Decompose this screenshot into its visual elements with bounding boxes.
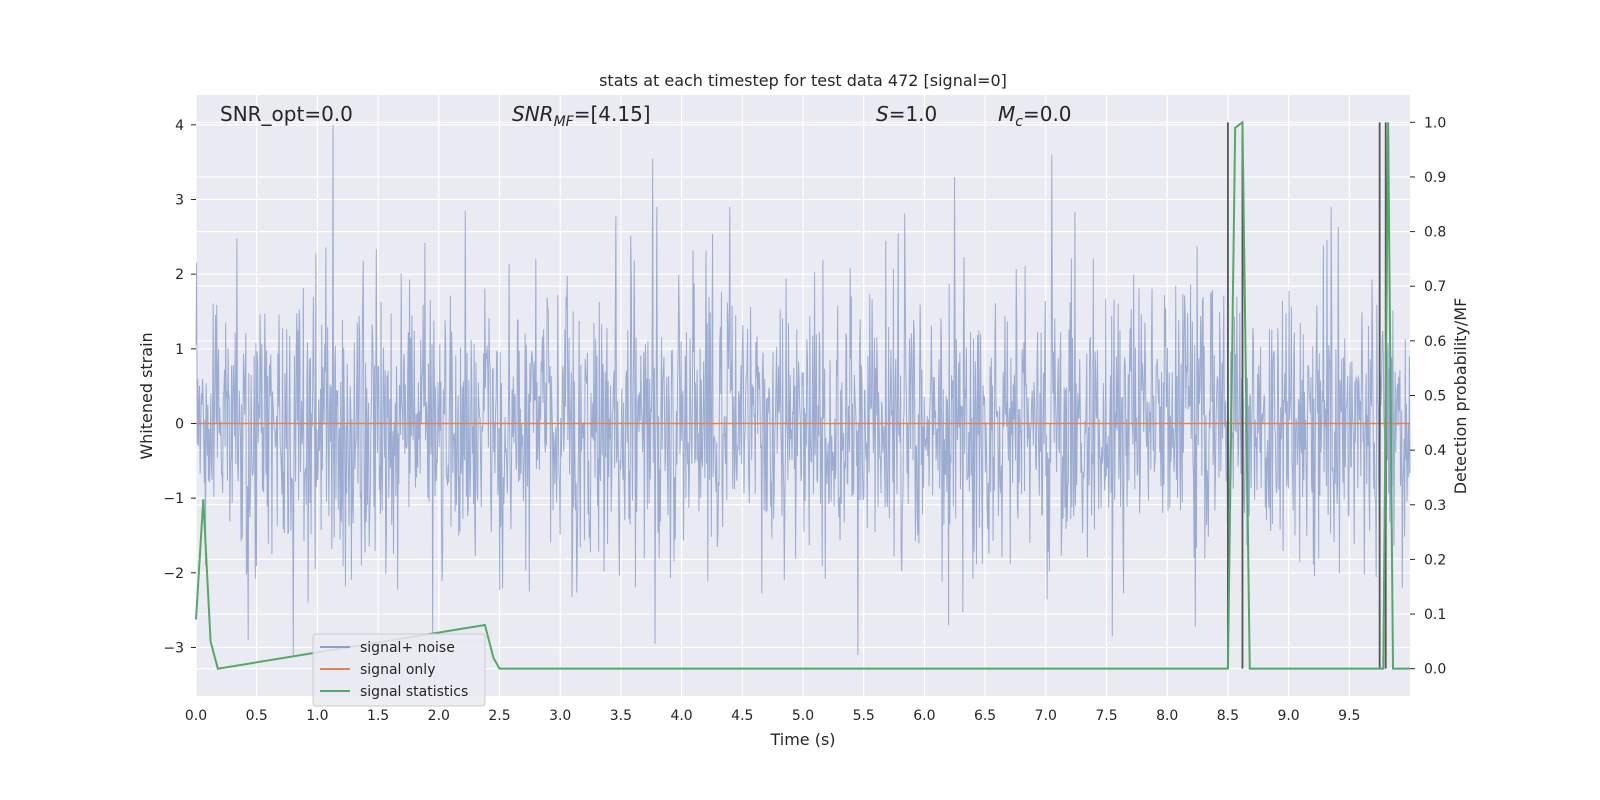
x-tick-label: 2.5 bbox=[488, 708, 510, 724]
annotation-mc-rest: =0.0 bbox=[1023, 102, 1072, 126]
x-tick-label: 5.0 bbox=[792, 708, 814, 724]
x-tick-label: 5.5 bbox=[853, 708, 875, 724]
x-tick-label: 2.0 bbox=[428, 708, 450, 724]
y-tick-label-right: 0.5 bbox=[1424, 389, 1446, 405]
legend-label-signal-statistics: signal statistics bbox=[360, 684, 468, 700]
x-tick-label: 7.0 bbox=[1035, 708, 1057, 724]
y-tick-label-right: 0.8 bbox=[1424, 225, 1446, 241]
chart-title: stats at each timestep for test data 472… bbox=[599, 71, 1007, 90]
x-tick-label: 8.0 bbox=[1156, 708, 1178, 724]
annotation-snr-mf: SNRMF=[4.15] bbox=[512, 102, 651, 130]
x-tick-label: 0.0 bbox=[185, 708, 207, 724]
y-tick-label-left: −1 bbox=[163, 491, 184, 507]
x-tick-label: 9.5 bbox=[1338, 708, 1360, 724]
annotation-s-var: S bbox=[876, 102, 889, 126]
legend-box bbox=[312, 633, 486, 707]
annotation-snr-mf-sub: MF bbox=[554, 114, 575, 130]
x-tick-label: 3.5 bbox=[610, 708, 632, 724]
annotation-mc-sub: c bbox=[1015, 114, 1023, 130]
y-tick-label-right: 0.6 bbox=[1424, 334, 1446, 350]
series-signal-noise bbox=[195, 124, 1411, 655]
y-tick-label-left: −3 bbox=[163, 640, 184, 656]
x-tick-label: 3.0 bbox=[549, 708, 571, 724]
y-tick-label-left: −2 bbox=[163, 566, 184, 582]
y-axis-label-right: Detection probability/MF bbox=[1451, 298, 1470, 495]
annotation-mc-var: M bbox=[998, 102, 1015, 126]
x-tick-label: 1.5 bbox=[367, 708, 389, 724]
y-tick-label-left: 2 bbox=[175, 267, 184, 283]
x-axis-label: Time (s) bbox=[769, 730, 835, 749]
legend: signal+ noise signal only signal statist… bbox=[312, 633, 486, 707]
y-tick-label-right: 0.2 bbox=[1424, 552, 1446, 568]
x-tick-label: 4.0 bbox=[670, 708, 692, 724]
annotation-s: S=1.0 bbox=[876, 102, 937, 126]
x-tick-label: 6.0 bbox=[913, 708, 935, 724]
x-tick-label: 0.5 bbox=[246, 708, 268, 724]
y-tick-label-left: 3 bbox=[175, 193, 184, 209]
y-tick-label-right: 0.9 bbox=[1424, 170, 1446, 186]
y-axis-label-left: Whitened strain bbox=[137, 332, 156, 459]
y-tick-label-right: 1.0 bbox=[1424, 115, 1446, 131]
y-tick-label-left: 0 bbox=[175, 416, 184, 432]
annotation-snr-opt: SNR_opt=0.0 bbox=[220, 102, 353, 126]
x-tick-label: 6.5 bbox=[974, 708, 996, 724]
annotation-snr-mf-main: SNR bbox=[512, 102, 554, 126]
legend-label-signal-only: signal only bbox=[360, 662, 435, 678]
y-tick-label-left: 1 bbox=[175, 342, 184, 358]
data-layer bbox=[195, 120, 1411, 670]
ticks: 0.0 0.5 1.0 1.5 2.0 2.5 3.0 3.5 4.0 4.5 5.0 5.5 6.0 6… bbox=[163, 115, 1446, 724]
x-tick-label: 1.0 bbox=[306, 708, 328, 724]
x-tick-label: 4.5 bbox=[731, 708, 753, 724]
annotation-mc: Mc=0.0 bbox=[998, 102, 1072, 130]
y-tick-label-right: 0.7 bbox=[1424, 279, 1446, 295]
x-tick-label: 7.5 bbox=[1095, 708, 1117, 724]
y-tick-label-left: 4 bbox=[175, 118, 184, 134]
y-tick-label-right: 0.0 bbox=[1424, 662, 1446, 678]
y-tick-label-right: 0.3 bbox=[1424, 498, 1446, 514]
y-tick-label-right: 0.4 bbox=[1424, 443, 1446, 459]
annotation-snr-mf-rest: =[4.15] bbox=[574, 102, 651, 126]
x-tick-label: 9.0 bbox=[1277, 708, 1299, 724]
legend-label-signal-noise: signal+ noise bbox=[360, 640, 455, 656]
x-tick-label: 8.5 bbox=[1217, 708, 1239, 724]
y-tick-label-right: 0.1 bbox=[1424, 607, 1446, 623]
annotation-s-rest: =1.0 bbox=[889, 102, 938, 126]
